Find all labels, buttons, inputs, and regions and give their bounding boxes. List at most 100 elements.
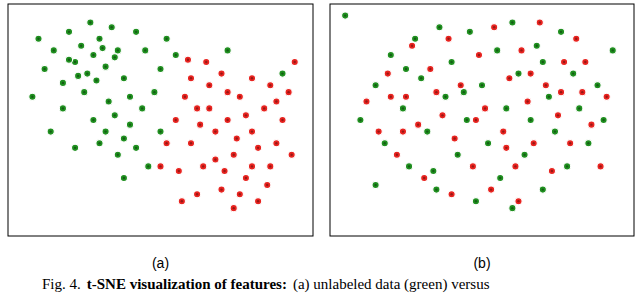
point-center <box>159 130 161 132</box>
point-center <box>220 188 222 190</box>
point <box>90 51 97 58</box>
point-center <box>208 107 210 109</box>
point <box>114 151 121 158</box>
point-center <box>529 72 531 74</box>
point <box>145 163 152 170</box>
point-center <box>114 114 116 116</box>
point <box>551 128 558 135</box>
point <box>224 116 231 123</box>
point-center <box>584 61 586 63</box>
figure: (a)(b)Fig. 4.t-SNE visualization of feat… <box>0 0 640 295</box>
point-center <box>505 107 507 109</box>
point-center <box>184 96 186 98</box>
point-center <box>502 130 504 132</box>
point <box>481 105 488 112</box>
point-center <box>165 38 167 40</box>
point <box>111 112 118 119</box>
point <box>261 105 268 112</box>
point <box>554 112 561 119</box>
point <box>448 58 455 65</box>
point <box>509 19 516 26</box>
point <box>567 140 574 147</box>
point <box>472 116 479 123</box>
point-center <box>104 65 106 67</box>
point-center <box>484 107 486 109</box>
point <box>139 105 146 112</box>
point-center <box>517 200 519 202</box>
point <box>267 163 274 170</box>
point <box>475 51 482 58</box>
point-center <box>281 119 283 121</box>
point <box>393 151 400 158</box>
point-center <box>542 61 544 63</box>
point <box>399 105 406 112</box>
point <box>530 140 537 147</box>
point <box>120 174 127 181</box>
point <box>87 19 94 26</box>
point-center <box>111 26 113 28</box>
point-center <box>532 142 534 144</box>
points <box>29 19 299 212</box>
point-center <box>605 96 607 98</box>
point <box>570 70 577 77</box>
point-center <box>526 100 528 102</box>
point <box>248 75 255 82</box>
point <box>273 98 280 105</box>
point <box>560 58 567 65</box>
point <box>597 163 604 170</box>
point <box>102 63 109 70</box>
point <box>484 140 491 147</box>
point-center <box>98 38 100 40</box>
point-center <box>539 21 541 23</box>
point <box>236 191 243 198</box>
point-center <box>460 84 462 86</box>
point-center <box>31 96 33 98</box>
point <box>120 135 127 142</box>
point-center <box>62 107 64 109</box>
point <box>96 35 103 42</box>
point-center <box>390 54 392 56</box>
point <box>518 47 525 54</box>
point <box>478 82 485 89</box>
point <box>206 82 213 89</box>
point-center <box>377 130 379 132</box>
point <box>515 198 522 205</box>
point-center <box>417 123 419 125</box>
point-center <box>214 130 216 132</box>
point-center <box>405 68 407 70</box>
point-center <box>505 147 507 149</box>
point <box>242 174 249 181</box>
points <box>342 12 617 212</box>
point <box>469 163 476 170</box>
point <box>236 93 243 100</box>
point <box>536 19 543 26</box>
point <box>576 105 583 112</box>
point-center <box>290 154 292 156</box>
point-center <box>566 165 568 167</box>
point <box>436 24 443 31</box>
point <box>59 79 66 86</box>
point-center <box>202 165 204 167</box>
point-center <box>551 170 553 172</box>
point <box>433 89 440 96</box>
point <box>557 28 564 35</box>
point <box>72 144 79 151</box>
point-center <box>542 188 544 190</box>
point-center <box>517 72 519 74</box>
point-center <box>257 200 259 202</box>
point-center <box>545 84 547 86</box>
point <box>442 93 449 100</box>
point <box>242 112 249 119</box>
point-center <box>402 130 404 132</box>
caption-part: Fig. 4. <box>42 276 81 292</box>
point <box>472 198 479 205</box>
point <box>142 47 149 54</box>
point <box>81 89 88 96</box>
point-center <box>251 77 253 79</box>
point-center <box>599 165 601 167</box>
point <box>194 191 201 198</box>
point <box>609 47 616 54</box>
point <box>381 140 388 147</box>
point-center <box>587 142 589 144</box>
point <box>279 70 286 77</box>
